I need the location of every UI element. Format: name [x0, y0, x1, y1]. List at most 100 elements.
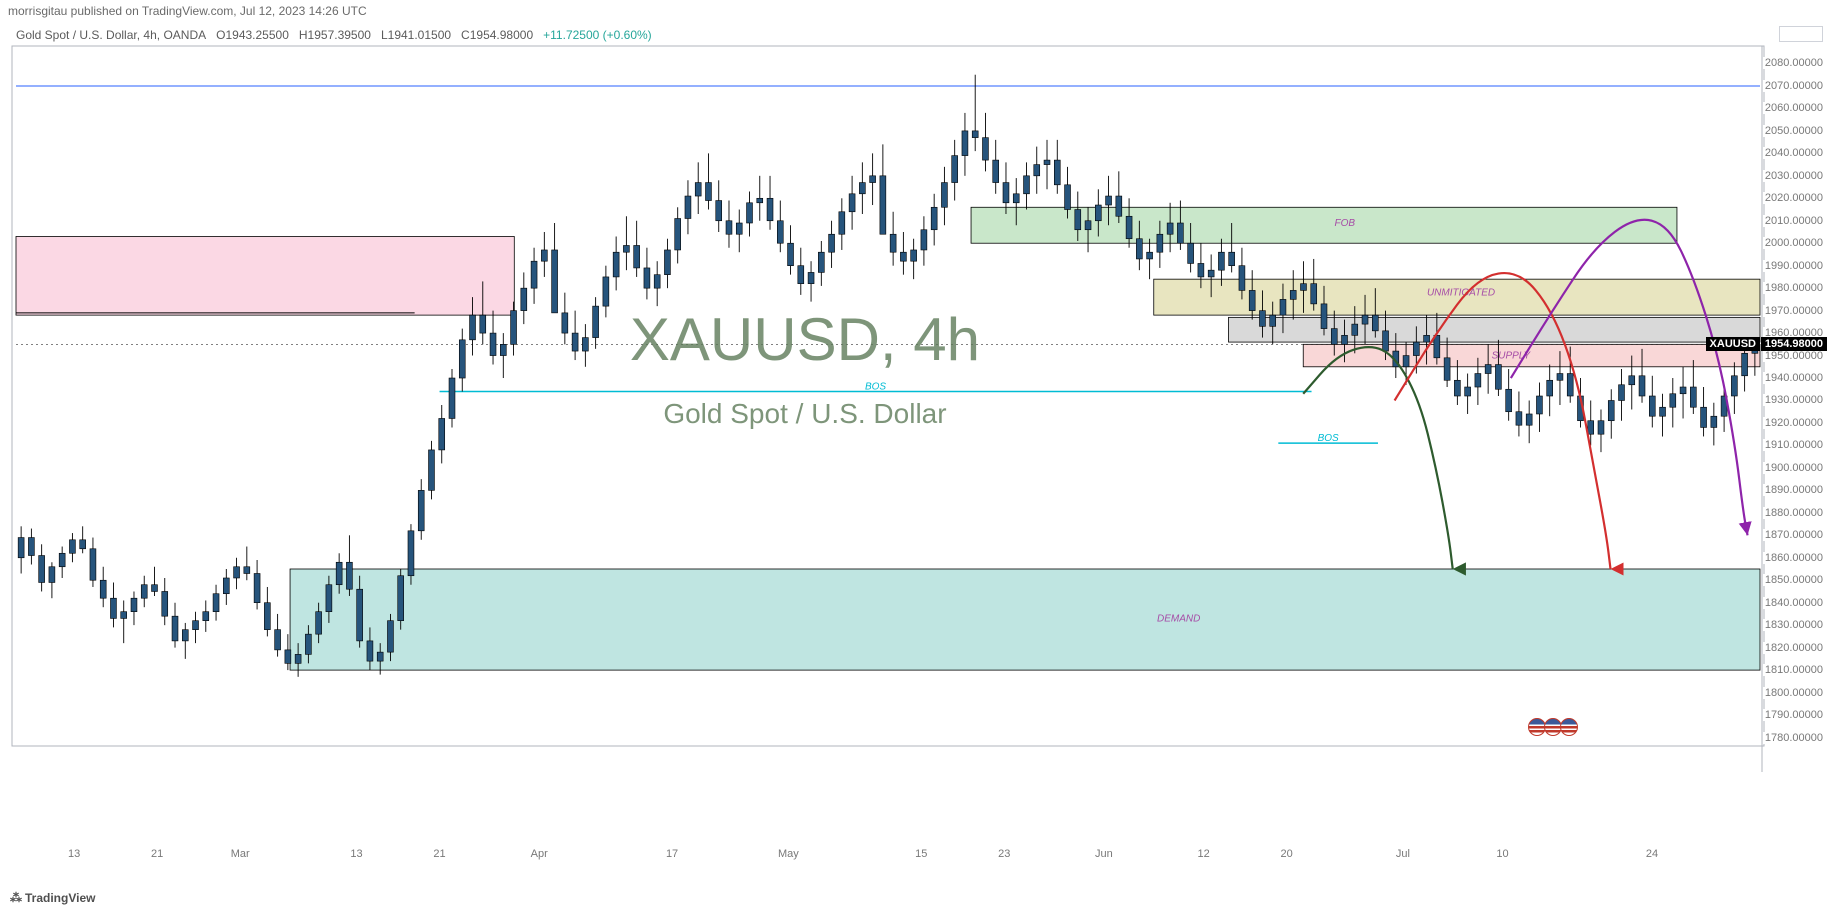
candle[interactable] [757, 198, 763, 202]
candle[interactable] [1003, 183, 1009, 203]
candle[interactable] [275, 630, 281, 650]
candle[interactable] [1290, 290, 1296, 299]
candle[interactable] [890, 234, 896, 252]
candle[interactable] [511, 311, 517, 345]
candle[interactable] [1024, 176, 1030, 194]
candle[interactable] [110, 598, 116, 618]
candle[interactable] [993, 160, 999, 182]
candle[interactable] [705, 183, 711, 201]
candle[interactable] [131, 598, 137, 611]
candle[interactable] [982, 138, 988, 160]
candle[interactable] [1085, 221, 1091, 230]
candle[interactable] [449, 378, 455, 418]
candle[interactable] [357, 589, 363, 641]
candle[interactable] [747, 203, 753, 223]
candle[interactable] [716, 201, 722, 221]
candle[interactable] [141, 585, 147, 598]
candle[interactable] [1495, 365, 1501, 390]
candle[interactable] [675, 219, 681, 250]
candle[interactable] [1126, 216, 1132, 238]
candle[interactable] [1506, 389, 1512, 411]
candle[interactable] [121, 612, 127, 619]
candle[interactable] [316, 612, 322, 634]
candle[interactable] [1608, 400, 1614, 420]
us-flag-icon[interactable] [1560, 718, 1578, 736]
candle[interactable] [777, 221, 783, 243]
candle[interactable] [1711, 416, 1717, 427]
candle[interactable] [788, 243, 794, 265]
candle[interactable] [18, 538, 24, 558]
candle[interactable] [736, 223, 742, 234]
candle[interactable] [1116, 196, 1122, 216]
candle[interactable] [1444, 358, 1450, 380]
candle[interactable] [1680, 387, 1686, 394]
candle[interactable] [162, 591, 168, 616]
candle[interactable] [59, 553, 65, 566]
candle[interactable] [603, 277, 609, 306]
candle[interactable] [613, 252, 619, 277]
candle[interactable] [818, 252, 824, 272]
candle[interactable] [1742, 353, 1748, 375]
candle[interactable] [644, 268, 650, 288]
candle[interactable] [1403, 356, 1409, 367]
candle[interactable] [695, 183, 701, 196]
candle[interactable] [972, 131, 978, 138]
chart-svg[interactable]: BOSBOSXAUUSD, 4hGold Spot / U.S. DollarD… [6, 22, 1829, 882]
candle[interactable] [1526, 414, 1532, 425]
candle[interactable] [808, 272, 814, 283]
candle[interactable] [213, 594, 219, 612]
candle[interactable] [531, 261, 537, 288]
candle[interactable] [408, 531, 414, 576]
candle[interactable] [480, 315, 486, 333]
candle[interactable] [69, 540, 75, 553]
candle[interactable] [80, 540, 86, 549]
candle[interactable] [39, 556, 45, 583]
candle[interactable] [1249, 290, 1255, 310]
candle[interactable] [931, 207, 937, 229]
candle[interactable] [541, 250, 547, 261]
candle[interactable] [1383, 331, 1389, 351]
candle[interactable] [1424, 335, 1430, 342]
candle[interactable] [941, 183, 947, 208]
candle[interactable] [254, 573, 260, 602]
candle[interactable] [1731, 376, 1737, 396]
candle[interactable] [1536, 396, 1542, 414]
candle[interactable] [1157, 234, 1163, 252]
candle[interactable] [1198, 263, 1204, 276]
candle[interactable] [654, 275, 660, 288]
candle[interactable] [1106, 196, 1112, 205]
candle[interactable] [593, 306, 599, 337]
candle[interactable] [1516, 412, 1522, 425]
candle[interactable] [839, 212, 845, 234]
candle[interactable] [1218, 252, 1224, 270]
candle[interactable] [1454, 380, 1460, 396]
candle[interactable] [849, 194, 855, 212]
candle[interactable] [880, 176, 886, 234]
candle[interactable] [1301, 284, 1307, 291]
candle[interactable] [1362, 315, 1368, 324]
candle[interactable] [1136, 239, 1142, 259]
candle[interactable] [1321, 304, 1327, 329]
candle[interactable] [295, 654, 301, 663]
candle[interactable] [726, 221, 732, 234]
candle[interactable] [1352, 324, 1358, 335]
event-flags[interactable] [1528, 718, 1576, 741]
candle[interactable] [1177, 223, 1183, 243]
candle[interactable] [1485, 365, 1491, 374]
candle[interactable] [1434, 335, 1440, 357]
candle[interactable] [1639, 376, 1645, 396]
candle[interactable] [911, 250, 917, 261]
candle[interactable] [623, 245, 629, 252]
candle[interactable] [900, 252, 906, 261]
candle[interactable] [1619, 385, 1625, 401]
candle[interactable] [346, 562, 352, 589]
candle[interactable] [1054, 160, 1060, 185]
candle[interactable] [28, 538, 34, 556]
candle[interactable] [1413, 342, 1419, 355]
candle[interactable] [1588, 421, 1594, 434]
candle[interactable] [952, 156, 958, 183]
candle[interactable] [1342, 335, 1348, 344]
candle[interactable] [1598, 421, 1604, 434]
candle[interactable] [387, 621, 393, 652]
candle[interactable] [1034, 165, 1040, 176]
